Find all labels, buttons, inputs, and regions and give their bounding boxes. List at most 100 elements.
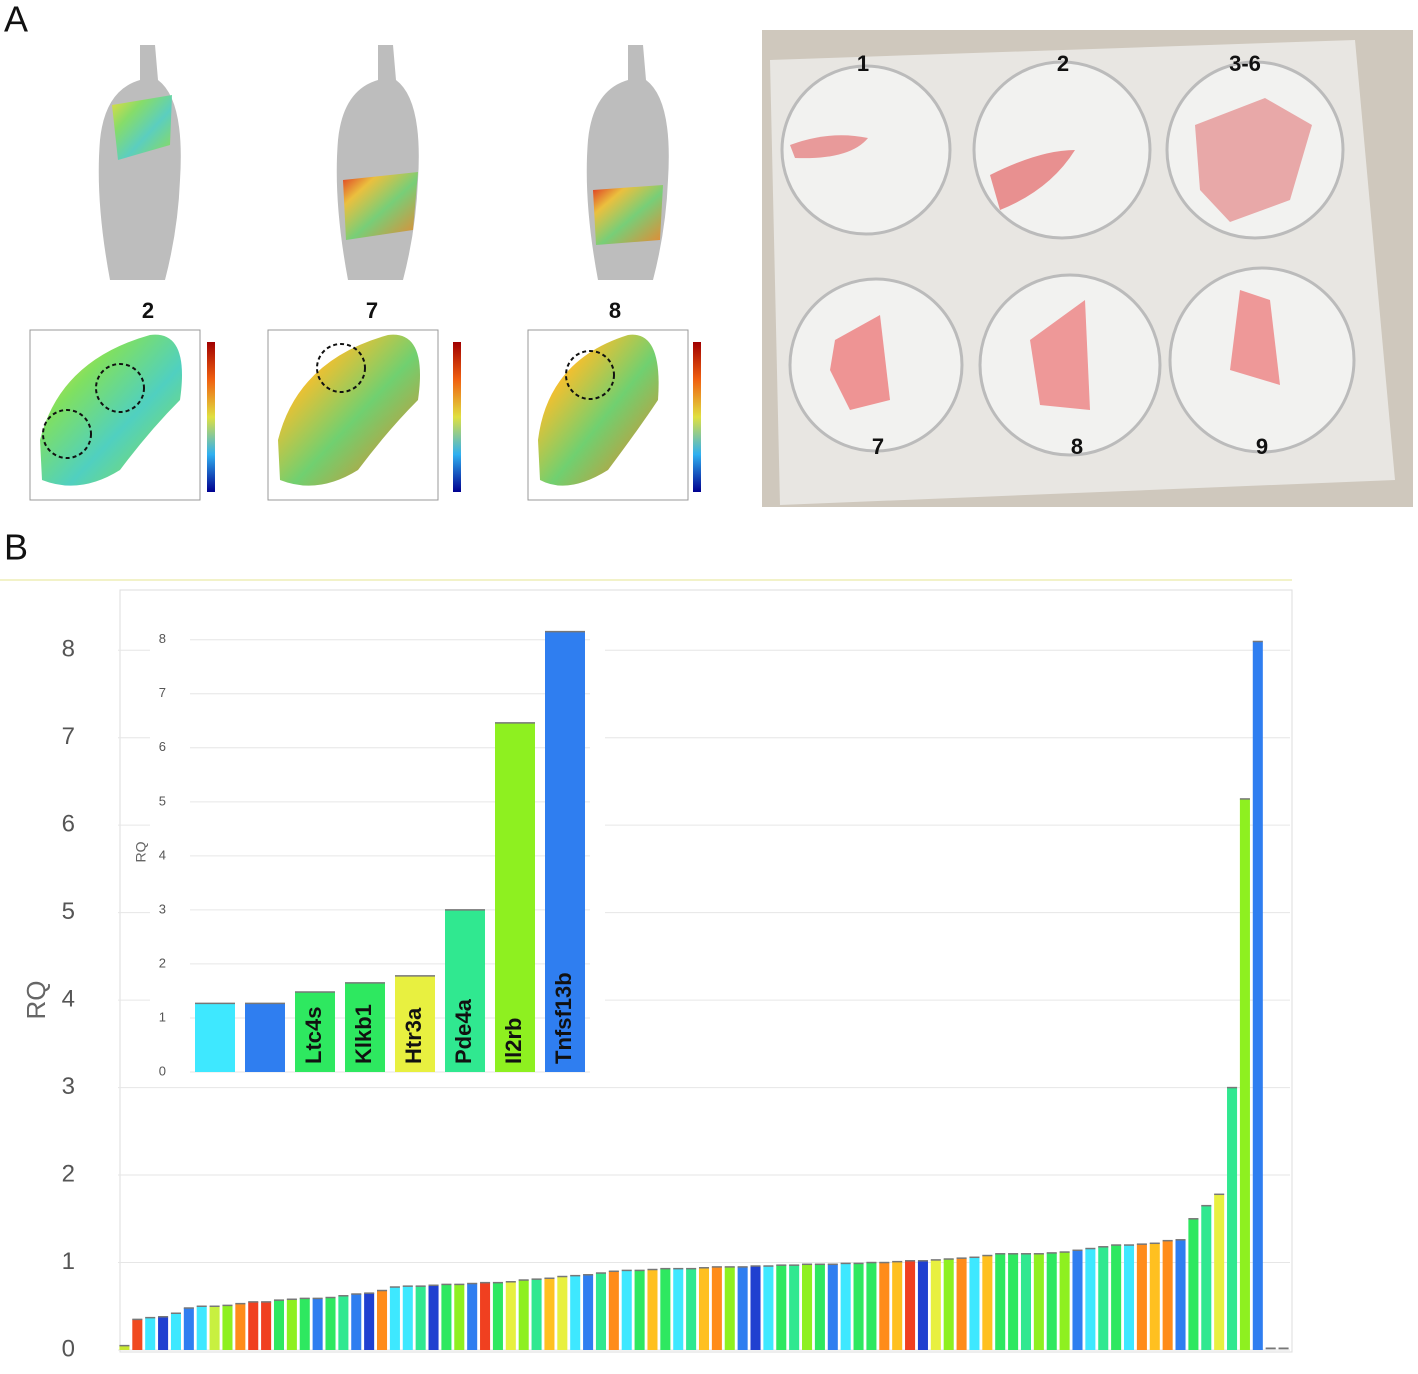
y-tick-label: 6 <box>159 739 166 754</box>
bar <box>428 1285 439 1350</box>
well-label: 1 <box>857 51 869 76</box>
bar <box>1072 1250 1083 1350</box>
bar <box>261 1301 272 1350</box>
bar <box>492 1282 503 1350</box>
bar <box>222 1305 233 1350</box>
well-label: 2 <box>1057 51 1069 76</box>
bar <box>1162 1240 1173 1350</box>
bar <box>673 1268 684 1350</box>
y-axis-label: RQ <box>133 841 149 862</box>
y-tick-label: 1 <box>159 1009 166 1024</box>
bar <box>295 992 335 1072</box>
bar <box>917 1260 928 1350</box>
y-tick-label: 8 <box>62 636 75 663</box>
models: 2 7 8 <box>29 45 701 501</box>
bar <box>505 1281 516 1350</box>
bar <box>480 1282 491 1350</box>
well-label: 9 <box>1256 434 1268 459</box>
well-label: 7 <box>872 434 884 459</box>
bar <box>454 1284 465 1350</box>
bar <box>351 1294 362 1350</box>
bar <box>956 1258 967 1350</box>
model-label: 8 <box>609 298 621 323</box>
bar <box>634 1270 645 1350</box>
bar <box>711 1266 722 1350</box>
inset-chart: 0 1 2 3 4 5 6 7 8 Ltc4s Klkb1 Htr3a Pde4a Il2rb Tnfsf1… <box>159 630 590 1078</box>
bar <box>158 1316 169 1350</box>
y-tick-label: 1 <box>62 1248 75 1275</box>
bar <box>395 975 435 1072</box>
bar <box>982 1255 993 1350</box>
y-tick-label: 4 <box>62 985 75 1012</box>
bar <box>608 1271 619 1350</box>
bar <box>995 1253 1006 1350</box>
bar <box>930 1259 941 1350</box>
bar <box>345 982 385 1072</box>
bar <box>789 1265 800 1350</box>
bar <box>595 1273 606 1350</box>
y-tick-label: 2 <box>159 955 166 970</box>
y-tick-label: 0 <box>62 1335 75 1362</box>
bar <box>853 1263 864 1350</box>
bar <box>544 1278 555 1350</box>
bar <box>1111 1245 1122 1350</box>
well-label: 3-6 <box>1229 51 1261 76</box>
bar <box>273 1300 285 1350</box>
bar <box>1227 1087 1238 1350</box>
bar <box>724 1266 735 1350</box>
bar <box>1008 1253 1019 1350</box>
bar <box>776 1265 787 1350</box>
bar <box>338 1295 349 1350</box>
category-label: Klkb1 <box>351 1004 376 1064</box>
main-chart: 0 1 2 3 4 5 6 7 8 <box>62 636 1290 1362</box>
bar <box>1123 1245 1135 1350</box>
panel-label: B <box>4 527 28 568</box>
bar <box>1201 1205 1212 1350</box>
bar <box>183 1308 194 1350</box>
bar <box>1033 1253 1044 1350</box>
bar <box>441 1284 452 1350</box>
bar <box>557 1276 568 1350</box>
bar <box>905 1260 916 1350</box>
bar <box>621 1270 632 1350</box>
bar <box>1085 1248 1096 1350</box>
bar <box>364 1293 375 1350</box>
bar <box>248 1301 259 1350</box>
category-label: Htr3a <box>401 1007 426 1064</box>
bar <box>1175 1239 1186 1350</box>
bar <box>1214 1194 1225 1350</box>
bar <box>1265 1348 1276 1350</box>
bar <box>763 1266 774 1350</box>
bar <box>209 1306 220 1350</box>
category-label: Pde4a <box>451 998 476 1064</box>
bar <box>286 1299 297 1350</box>
bar <box>750 1266 761 1350</box>
model <box>29 45 215 501</box>
bar <box>840 1263 851 1350</box>
bar <box>415 1286 426 1350</box>
model <box>527 45 701 501</box>
y-tick-label: 2 <box>62 1160 75 1187</box>
bar <box>1046 1252 1057 1350</box>
bar <box>119 1345 130 1350</box>
bar <box>1098 1246 1109 1350</box>
photo: 1 2 3-6 7 8 9 <box>762 30 1413 507</box>
bar <box>312 1298 323 1350</box>
y-tick-label: 4 <box>159 847 166 862</box>
bar <box>1252 641 1263 1350</box>
bar <box>545 631 585 1072</box>
y-tick-label: 7 <box>159 685 166 700</box>
category-label: Il2rb <box>501 1018 526 1064</box>
bar <box>1059 1252 1070 1350</box>
y-tick-label: 0 <box>159 1063 166 1078</box>
y-tick-label: 3 <box>159 901 166 916</box>
bar <box>531 1279 542 1350</box>
bar <box>299 1298 310 1350</box>
bar <box>245 1003 285 1072</box>
panel-label: A <box>4 0 28 40</box>
bar <box>132 1319 143 1350</box>
bar <box>686 1268 697 1350</box>
bar <box>195 1003 235 1072</box>
bar <box>943 1259 954 1350</box>
bar <box>170 1313 181 1350</box>
